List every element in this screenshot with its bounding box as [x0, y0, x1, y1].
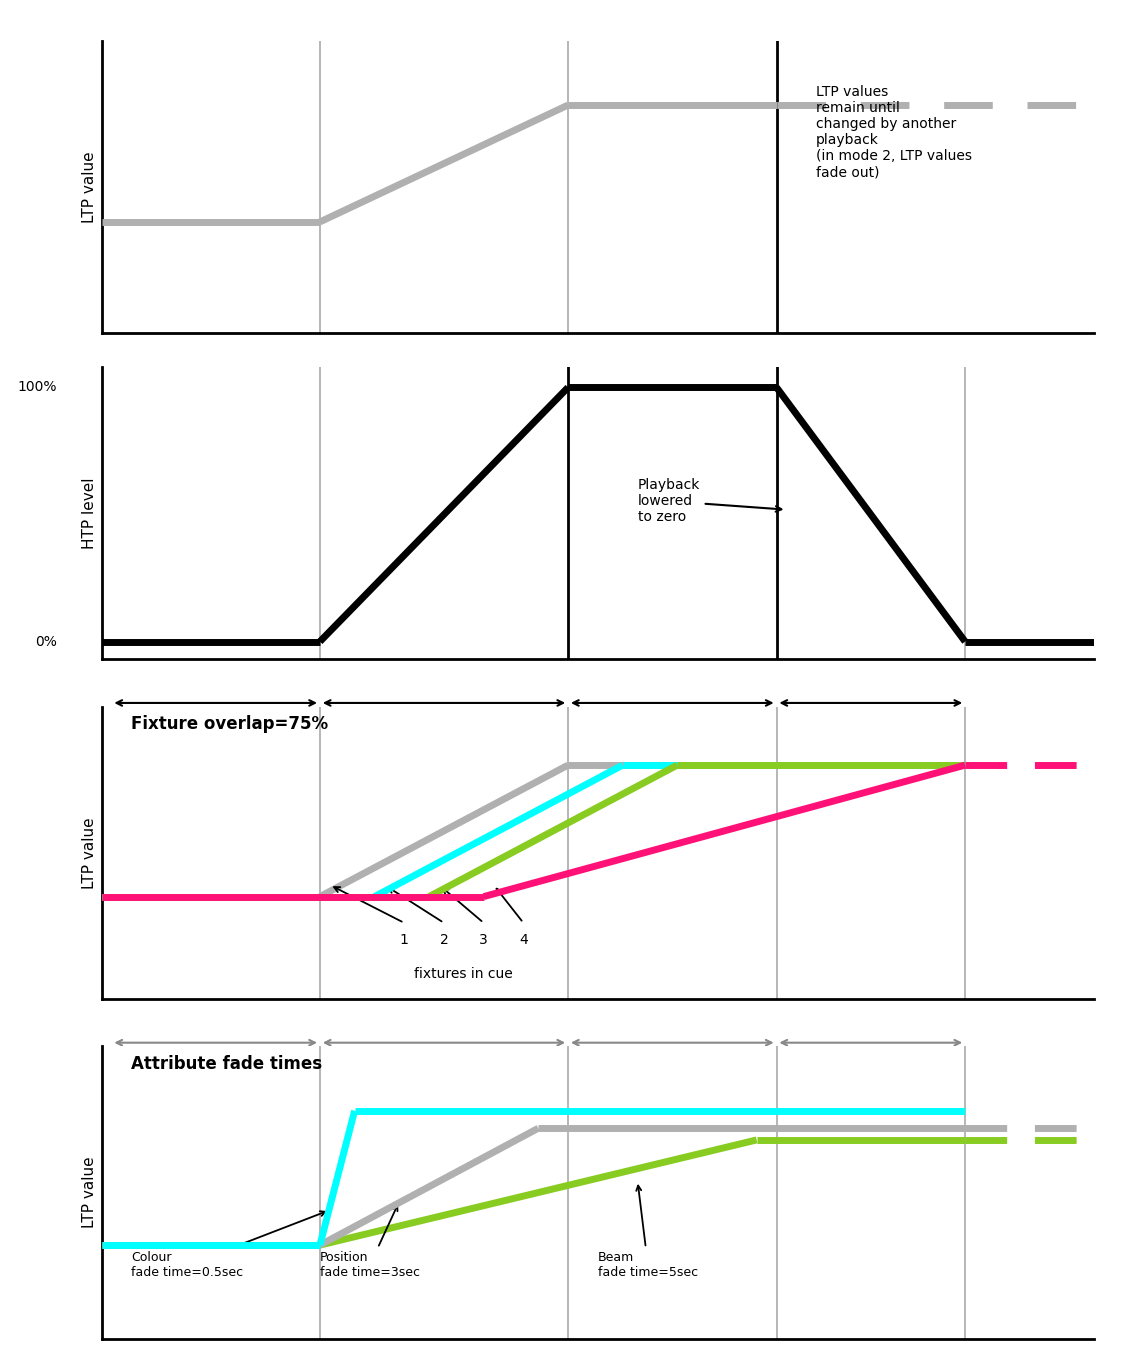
Text: Fixture overlap=75%: Fixture overlap=75%: [131, 715, 328, 734]
Text: Fade time: Fade time: [409, 723, 478, 738]
Text: Playback active: Playback active: [618, 397, 726, 412]
Text: Playback active: Playback active: [618, 1063, 726, 1078]
Y-axis label: LTP value: LTP value: [82, 1157, 97, 1229]
Text: Fade time: Fade time: [409, 397, 478, 412]
Text: Fade time: Fade time: [409, 1063, 478, 1078]
Y-axis label: LTP value: LTP value: [82, 151, 97, 223]
Text: 2: 2: [440, 934, 448, 947]
Text: Colour
fade time=0.5sec: Colour fade time=0.5sec: [131, 1211, 325, 1279]
Text: Playback
lowered
to zero: Playback lowered to zero: [637, 478, 782, 525]
Text: 100%: 100%: [17, 381, 56, 394]
Text: Delay time: Delay time: [178, 1063, 254, 1078]
Text: Attribute fade times: Attribute fade times: [131, 1055, 323, 1074]
Y-axis label: HTP level: HTP level: [82, 477, 97, 549]
Text: Fade out time: Fade out time: [823, 1063, 918, 1078]
Text: Position
fade time=3sec: Position fade time=3sec: [320, 1205, 420, 1279]
Text: Delay time: Delay time: [178, 397, 254, 412]
Text: Playback active: Playback active: [618, 723, 726, 738]
Text: Fade out time: Fade out time: [823, 723, 918, 738]
Text: LTP values
remain until
changed by another
playback
(in mode 2, LTP values
fade : LTP values remain until changed by anoth…: [817, 84, 972, 179]
Text: Delay time: Delay time: [178, 723, 254, 738]
Text: fixtures in cue: fixtures in cue: [414, 966, 513, 981]
Y-axis label: LTP value: LTP value: [82, 817, 97, 889]
Text: 3: 3: [479, 934, 488, 947]
Text: 4: 4: [519, 934, 528, 947]
Text: Beam
fade time=5sec: Beam fade time=5sec: [598, 1185, 698, 1279]
Text: 0%: 0%: [35, 635, 56, 648]
Text: 1: 1: [399, 934, 408, 947]
